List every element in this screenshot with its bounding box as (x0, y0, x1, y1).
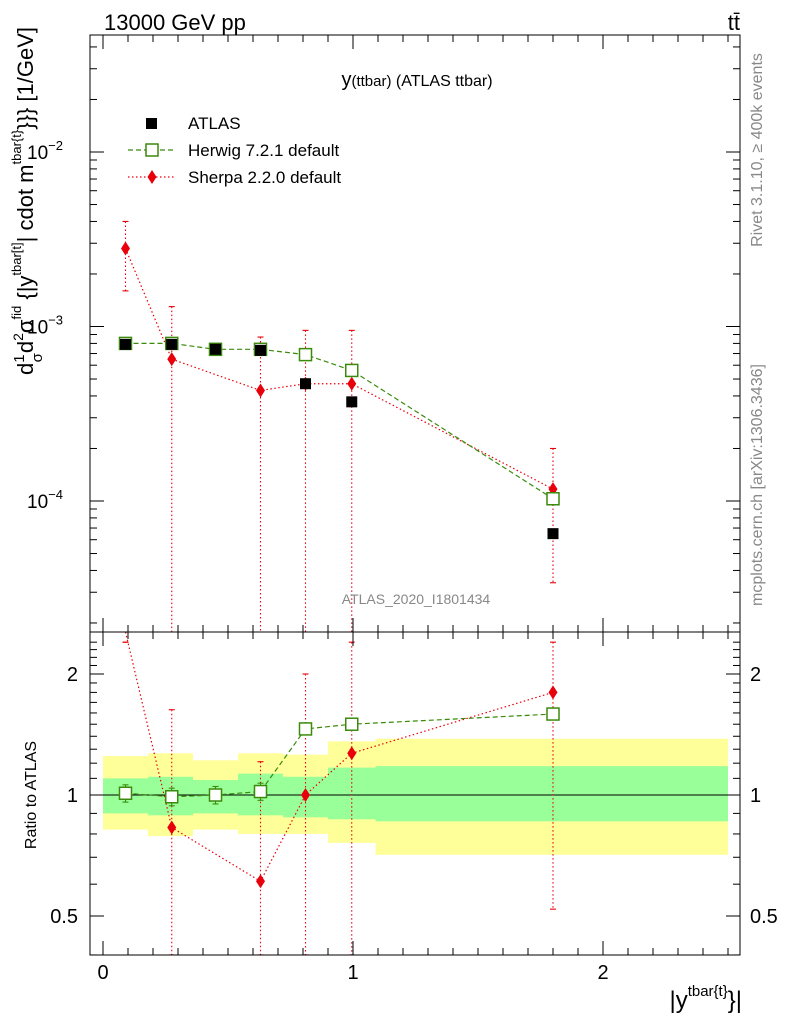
ratio-herwig-point (253, 784, 268, 799)
main-herwig-point (546, 492, 560, 506)
ratio-herwig-point (208, 788, 223, 802)
legend-atlas-label: ATLAS (188, 114, 241, 133)
legend-entry-herwig: Herwig 7.2.1 default (128, 141, 339, 160)
main-atlas-point (547, 528, 559, 540)
ratio-sherpa-point (167, 820, 177, 835)
x-tick-label: 1 (347, 962, 358, 984)
legend-herwig-label: Herwig 7.2.1 default (188, 141, 339, 160)
analysis-tag: ATLAS_2020_I1801434 (342, 591, 491, 607)
main-atlas-point (120, 338, 131, 350)
rivet-version-label: Rivet 3.1.10, ≥ 400k events (749, 53, 766, 247)
ratio-frame (89, 631, 741, 956)
legend: ATLAS Herwig 7.2.1 default Sherpa 2.2.0 … (128, 114, 341, 187)
x-axis-label: |ytbar{t}}| (669, 983, 742, 1014)
main-herwig-point (298, 347, 313, 362)
main-y-tick-label: 10−4 (27, 487, 63, 513)
ratio-axis-ticks: 0.5 0.5 1 1 2 2 0 1 2 (50, 632, 778, 984)
main-sherpa-point (347, 376, 357, 391)
main-axis-ticks: 10−2 10−3 10−4 (27, 35, 740, 632)
legend-entry-sherpa: Sherpa 2.2.0 default (128, 168, 341, 187)
ratio-herwig-point (118, 786, 133, 801)
main-sherpa-point (256, 383, 265, 398)
ratio-y-tick-label-left: 0.5 (50, 906, 78, 928)
energy-label: 13000 GeV pp (104, 10, 246, 35)
ratio-panel: 0.5 0.5 1 1 2 2 0 1 2 (50, 631, 778, 984)
ratio-y-tick-label-right: 1 (750, 785, 761, 807)
ratio-sherpa-point (347, 746, 357, 761)
ratio-y-axis-label: Ratio to ATLAS (23, 741, 40, 849)
main-y-tick-label: 10−3 (27, 313, 63, 339)
ratio-y-tick-label-left: 1 (67, 785, 78, 807)
process-label: tt̄ (728, 10, 740, 35)
ratio-y-tick-label-right: 0.5 (750, 906, 778, 928)
main-atlas-point (166, 338, 178, 350)
ratio-herwig-point (298, 722, 313, 736)
main-data-marks (118, 220, 560, 632)
ratio-herwig-point (165, 790, 179, 804)
legend-sherpa-marker (147, 170, 157, 184)
main-atlas-point (255, 344, 266, 356)
main-sherpa-point (121, 241, 130, 256)
main-sherpa-line (124, 248, 554, 490)
ratio-herwig-point (345, 717, 359, 731)
main-panel: 10−2 10−3 10−4 y(ttbar) (ATLAS ttbar) ATLA… (27, 34, 741, 633)
main-y-axis-label: d1σd2σfid {|ytbar[t]| cdot mtbar{t}}}} [… (9, 27, 46, 375)
main-herwig-point (345, 363, 359, 378)
main-atlas-point (346, 396, 358, 408)
legend-entry-atlas: ATLAS (146, 114, 241, 133)
ratio-band-green (375, 766, 728, 822)
chart-title: y(ttbar) (ATLAS ttbar) (341, 69, 492, 91)
legend-sherpa-label: Sherpa 2.2.0 default (188, 168, 341, 187)
y-label-text: d1σd2σfid {|ytbar[t]| cdot mtbar{t}}}} [… (9, 27, 46, 375)
ratio-sherpa-point (301, 788, 310, 802)
ratio-sherpa-point (256, 874, 265, 889)
ratio-data-marks (118, 631, 560, 956)
ratio-herwig-point (546, 707, 560, 721)
main-herwig-line (125, 342, 554, 500)
x-tick-label: 0 (97, 962, 108, 984)
x-tick-label: 2 (597, 962, 608, 984)
ratio-y-tick-label-right: 2 (750, 664, 761, 686)
ratio-uncertainty-bands (103, 738, 728, 855)
main-atlas-point (210, 343, 221, 355)
legend-atlas-marker (146, 118, 157, 129)
ratio-y-tick-label-left: 2 (67, 664, 78, 686)
legend-herwig-marker (145, 143, 159, 157)
main-sherpa-point (167, 352, 177, 367)
main-y-tick-label: 10−2 (27, 138, 63, 164)
main-atlas-point (300, 378, 311, 390)
ratio-sherpa-point (548, 685, 558, 700)
ratio-sherpa-line (124, 631, 554, 883)
mcplots-label: mcplots.cern.ch [arXiv:1306.3436] (749, 364, 766, 606)
